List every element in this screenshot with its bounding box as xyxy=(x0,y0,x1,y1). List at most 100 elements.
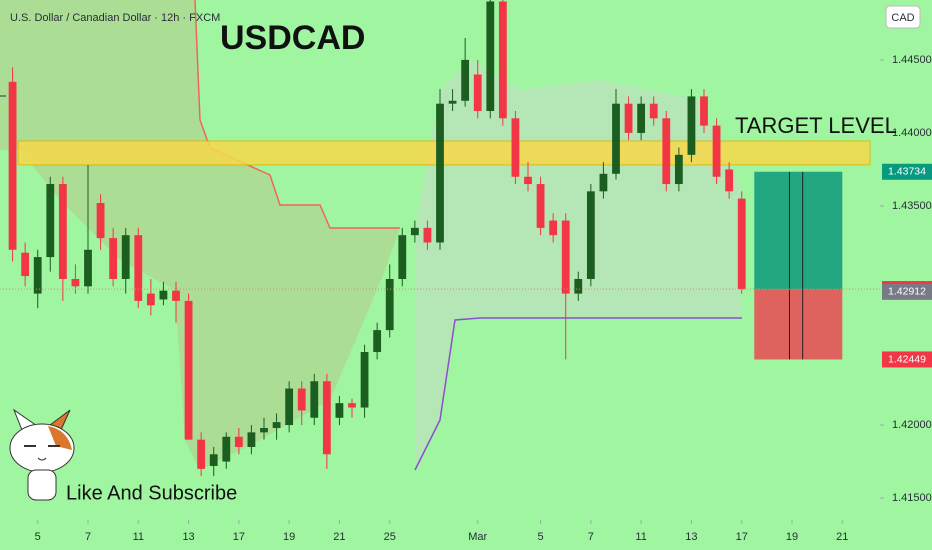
price-label: 1.43734 xyxy=(888,166,926,178)
price-badge xyxy=(882,351,932,368)
candle-body xyxy=(310,381,319,418)
candle-body xyxy=(612,103,620,174)
subtitle: U.S. Dollar / Canadian Dollar · 12h · FX… xyxy=(10,12,220,24)
candle-body xyxy=(574,278,583,294)
candle-body xyxy=(33,257,42,294)
candle-body xyxy=(96,203,105,239)
price-label: 1.42912 xyxy=(888,286,926,298)
candle-body xyxy=(687,96,696,155)
candle-body xyxy=(21,252,30,277)
candle-body xyxy=(486,1,495,112)
candle-body xyxy=(260,427,268,433)
x-tick-label: 21 xyxy=(333,531,345,543)
price-badge xyxy=(882,283,932,300)
candle-body xyxy=(71,278,80,287)
candle-body xyxy=(109,238,118,279)
candle-body xyxy=(159,290,168,300)
annotation: Like And Subscribe xyxy=(66,482,237,504)
candle-body xyxy=(536,184,545,228)
profit-zone xyxy=(754,171,843,290)
candle-body xyxy=(209,454,218,466)
candle-body xyxy=(498,1,507,119)
x-tick-label: 19 xyxy=(283,531,295,543)
x-tick-label: 5 xyxy=(35,531,41,543)
candle-body xyxy=(398,235,407,279)
candle-body xyxy=(649,103,658,119)
loss-zone xyxy=(754,289,843,360)
candle-body xyxy=(84,249,92,287)
candle-body xyxy=(373,330,382,353)
y-tick-label: 1.44000 xyxy=(892,127,932,139)
candle-body xyxy=(385,278,394,331)
x-tick-label: 5 xyxy=(538,531,544,543)
candle-body xyxy=(461,59,470,101)
y-tick-label: 1.44500 xyxy=(892,54,932,66)
candle-body xyxy=(172,290,180,301)
candle-body xyxy=(712,125,721,177)
candle-body xyxy=(58,184,67,279)
price-badge xyxy=(882,163,932,180)
candle-body xyxy=(599,173,608,192)
candle-body xyxy=(146,293,155,306)
candle-body xyxy=(8,81,17,250)
candle-body xyxy=(222,436,231,462)
candle-body xyxy=(360,352,369,408)
x-tick-label: 19 xyxy=(786,531,798,543)
candle-body xyxy=(561,220,570,294)
currency: CAD xyxy=(891,12,914,24)
mascot xyxy=(9,408,75,501)
x-tick-label: 17 xyxy=(233,531,245,543)
x-tick-label: 25 xyxy=(384,531,396,543)
candle-body xyxy=(197,439,206,469)
candle-body xyxy=(524,176,532,185)
candle-body xyxy=(234,436,243,447)
candle-body xyxy=(737,198,746,290)
annotation: TARGET LEVEL xyxy=(735,113,897,138)
price-label: 1.42449 xyxy=(888,353,926,365)
candle-body xyxy=(674,154,683,185)
candle-body xyxy=(285,388,294,426)
candle-body xyxy=(549,220,558,236)
candle-body xyxy=(436,103,444,243)
candle-body xyxy=(586,191,595,279)
candle-body xyxy=(511,118,520,177)
candle-body xyxy=(46,184,55,258)
x-tick-label: 13 xyxy=(182,531,194,543)
candle-body xyxy=(335,403,344,418)
y-tick-label: 1.43500 xyxy=(892,200,932,212)
y-tick-label: 1.41500 xyxy=(892,492,932,504)
candle-body xyxy=(348,403,356,408)
candle-body xyxy=(134,235,143,301)
candle-body xyxy=(637,103,646,133)
candle-body xyxy=(297,388,306,411)
candle-body xyxy=(423,227,432,243)
target-zone xyxy=(17,140,871,166)
x-tick-label: 21 xyxy=(836,531,848,543)
x-tick-label: 17 xyxy=(736,531,748,543)
x-tick-label: Mar xyxy=(468,531,487,543)
cloud-area xyxy=(0,0,400,470)
x-tick-label: 7 xyxy=(85,531,91,543)
resistance-line xyxy=(194,0,400,229)
chart-title: USDCAD xyxy=(220,19,365,57)
x-tick-label: 7 xyxy=(588,531,594,543)
candle-body xyxy=(448,100,457,104)
support-line xyxy=(414,317,742,471)
candle-body xyxy=(473,74,482,112)
candle-body xyxy=(725,169,734,192)
candle-body xyxy=(121,235,130,279)
candle-body xyxy=(624,103,633,133)
x-tick-label: 13 xyxy=(685,531,697,543)
candle-body xyxy=(184,300,193,440)
x-tick-label: 11 xyxy=(635,531,646,543)
x-tick-label: 11 xyxy=(133,531,144,543)
currency-box xyxy=(885,5,921,29)
candle-body xyxy=(662,118,671,185)
candle-body xyxy=(700,96,708,126)
y-tick-label: 1.42000 xyxy=(892,419,932,431)
candle-body xyxy=(322,381,331,455)
candle-body xyxy=(272,422,281,428)
candle-body xyxy=(247,432,256,447)
